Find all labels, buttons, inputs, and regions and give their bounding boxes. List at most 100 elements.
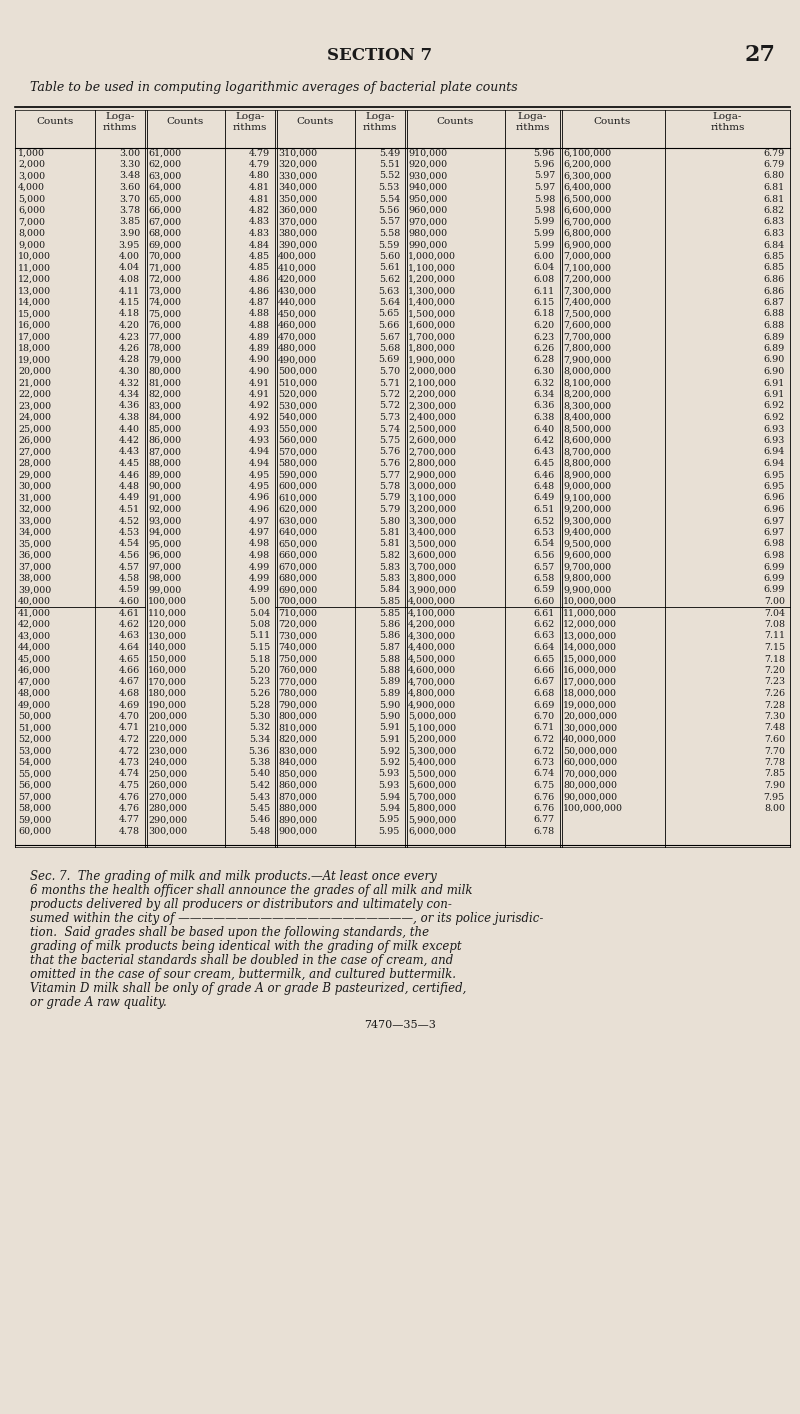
Text: 6.54: 6.54 bbox=[534, 540, 555, 549]
Text: 28,000: 28,000 bbox=[18, 460, 51, 468]
Text: 9,500,000: 9,500,000 bbox=[563, 540, 611, 549]
Text: 3,500,000: 3,500,000 bbox=[408, 540, 456, 549]
Text: 5.67: 5.67 bbox=[378, 332, 400, 342]
Text: 45,000: 45,000 bbox=[18, 655, 51, 663]
Text: 39,000: 39,000 bbox=[18, 585, 51, 594]
Text: 990,000: 990,000 bbox=[408, 240, 447, 249]
Text: 6,000: 6,000 bbox=[18, 206, 45, 215]
Text: 7,800,000: 7,800,000 bbox=[563, 344, 611, 354]
Text: 7.20: 7.20 bbox=[764, 666, 785, 674]
Text: 5.74: 5.74 bbox=[379, 424, 400, 434]
Text: 6.79: 6.79 bbox=[764, 160, 785, 170]
Text: 7.26: 7.26 bbox=[764, 689, 785, 699]
Text: 83,000: 83,000 bbox=[148, 402, 181, 410]
Text: 6.92: 6.92 bbox=[764, 402, 785, 410]
Text: 86,000: 86,000 bbox=[148, 436, 181, 445]
Text: 5.23: 5.23 bbox=[249, 677, 270, 687]
Text: 62,000: 62,000 bbox=[148, 160, 181, 170]
Text: 4.92: 4.92 bbox=[249, 413, 270, 421]
Text: 7.04: 7.04 bbox=[764, 608, 785, 618]
Text: 250,000: 250,000 bbox=[148, 769, 187, 779]
Text: 4.30: 4.30 bbox=[119, 368, 140, 376]
Text: 13,000,000: 13,000,000 bbox=[563, 632, 617, 641]
Text: 6.65: 6.65 bbox=[534, 655, 555, 663]
Text: 65,000: 65,000 bbox=[148, 195, 182, 204]
Text: 4.76: 4.76 bbox=[119, 792, 140, 802]
Text: 1,900,000: 1,900,000 bbox=[408, 355, 456, 365]
Text: 4.84: 4.84 bbox=[249, 240, 270, 249]
Text: 2,800,000: 2,800,000 bbox=[408, 460, 456, 468]
Text: 4.95: 4.95 bbox=[249, 471, 270, 479]
Text: 48,000: 48,000 bbox=[18, 689, 51, 699]
Text: 80,000,000: 80,000,000 bbox=[563, 781, 617, 790]
Text: 7,900,000: 7,900,000 bbox=[563, 355, 611, 365]
Text: 55,000: 55,000 bbox=[18, 769, 51, 779]
Text: 5.61: 5.61 bbox=[378, 263, 400, 273]
Text: 5,100,000: 5,100,000 bbox=[408, 724, 456, 732]
Text: 4.93: 4.93 bbox=[249, 424, 270, 434]
Text: 40,000,000: 40,000,000 bbox=[563, 735, 617, 744]
Text: 4.70: 4.70 bbox=[119, 713, 140, 721]
Text: 5,400,000: 5,400,000 bbox=[408, 758, 456, 766]
Text: 1,700,000: 1,700,000 bbox=[408, 332, 456, 342]
Text: grading of milk products being identical with the grading of milk except: grading of milk products being identical… bbox=[30, 940, 462, 953]
Text: 6.45: 6.45 bbox=[534, 460, 555, 468]
Text: 8,000: 8,000 bbox=[18, 229, 45, 238]
Text: 4.11: 4.11 bbox=[119, 287, 140, 296]
Text: 6.11: 6.11 bbox=[534, 287, 555, 296]
Text: 71,000: 71,000 bbox=[148, 263, 181, 273]
Text: 5.15: 5.15 bbox=[249, 643, 270, 652]
Text: 6.99: 6.99 bbox=[764, 585, 785, 594]
Text: 4.91: 4.91 bbox=[249, 390, 270, 399]
Text: 5.79: 5.79 bbox=[378, 493, 400, 502]
Text: 72,000: 72,000 bbox=[148, 274, 181, 284]
Text: 2,600,000: 2,600,000 bbox=[408, 436, 456, 445]
Text: 190,000: 190,000 bbox=[148, 700, 187, 710]
Text: 4.60: 4.60 bbox=[119, 597, 140, 607]
Text: 560,000: 560,000 bbox=[278, 436, 318, 445]
Text: 5.92: 5.92 bbox=[378, 747, 400, 755]
Text: 6.91: 6.91 bbox=[764, 379, 785, 387]
Text: 5.00: 5.00 bbox=[249, 597, 270, 607]
Text: 850,000: 850,000 bbox=[278, 769, 317, 779]
Text: 94,000: 94,000 bbox=[148, 527, 181, 537]
Text: 15,000,000: 15,000,000 bbox=[563, 655, 617, 663]
Text: 5.77: 5.77 bbox=[379, 471, 400, 479]
Text: 6.40: 6.40 bbox=[534, 424, 555, 434]
Text: 67,000: 67,000 bbox=[148, 218, 181, 226]
Text: 63,000: 63,000 bbox=[148, 171, 182, 181]
Text: 90,000,000: 90,000,000 bbox=[563, 792, 617, 802]
Text: 6.78: 6.78 bbox=[534, 827, 555, 836]
Text: 4.88: 4.88 bbox=[249, 310, 270, 318]
Text: 5.38: 5.38 bbox=[249, 758, 270, 766]
Text: 5.89: 5.89 bbox=[378, 677, 400, 687]
Text: 6.98: 6.98 bbox=[764, 551, 785, 560]
Text: 12,000,000: 12,000,000 bbox=[563, 619, 617, 629]
Text: 590,000: 590,000 bbox=[278, 471, 318, 479]
Text: sumed within the city of ————————————————————, or its police jurisdic-: sumed within the city of ———————————————… bbox=[30, 912, 543, 925]
Text: 7,000,000: 7,000,000 bbox=[563, 252, 611, 262]
Text: tion.  Said grades shall be based upon the following standards, the: tion. Said grades shall be based upon th… bbox=[30, 926, 429, 939]
Text: 5.75: 5.75 bbox=[378, 436, 400, 445]
Text: 680,000: 680,000 bbox=[278, 574, 317, 583]
Text: 6,600,000: 6,600,000 bbox=[563, 206, 611, 215]
Text: 320,000: 320,000 bbox=[278, 160, 317, 170]
Text: 770,000: 770,000 bbox=[278, 677, 317, 687]
Text: 47,000: 47,000 bbox=[18, 677, 51, 687]
Text: 6,500,000: 6,500,000 bbox=[563, 195, 611, 204]
Text: 610,000: 610,000 bbox=[278, 493, 317, 502]
Text: 4.86: 4.86 bbox=[249, 274, 270, 284]
Text: 4.99: 4.99 bbox=[249, 585, 270, 594]
Text: 5.96: 5.96 bbox=[534, 160, 555, 170]
Text: 4.53: 4.53 bbox=[118, 527, 140, 537]
Text: 860,000: 860,000 bbox=[278, 781, 317, 790]
Text: 8,500,000: 8,500,000 bbox=[563, 424, 611, 434]
Text: 4.85: 4.85 bbox=[249, 252, 270, 262]
Text: 3.95: 3.95 bbox=[118, 240, 140, 249]
Text: 4.72: 4.72 bbox=[119, 735, 140, 744]
Text: 3,300,000: 3,300,000 bbox=[408, 516, 456, 526]
Text: 18,000,000: 18,000,000 bbox=[563, 689, 617, 699]
Text: 740,000: 740,000 bbox=[278, 643, 317, 652]
Text: 61,000: 61,000 bbox=[148, 148, 181, 157]
Text: 3,000,000: 3,000,000 bbox=[408, 482, 456, 491]
